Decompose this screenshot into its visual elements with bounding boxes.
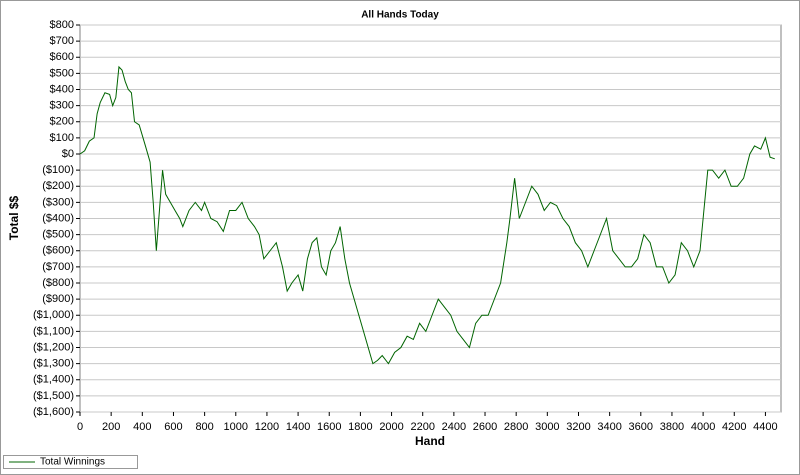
y-tick-label: ($200) — [42, 180, 74, 192]
x-tick-label: 2000 — [379, 421, 403, 433]
x-tick-label: 1200 — [255, 421, 279, 433]
x-tick-label: 2200 — [410, 421, 434, 433]
y-tick-label: $800 — [50, 19, 74, 31]
x-tick-label: 1800 — [348, 421, 372, 433]
y-tick-label: ($300) — [42, 196, 74, 208]
chart-title: All Hands Today — [361, 10, 439, 21]
x-tick-label: 400 — [133, 421, 151, 433]
y-tick-label: $200 — [50, 116, 74, 128]
y-tick-label: $100 — [50, 132, 74, 144]
y-tick-label: $700 — [50, 35, 74, 47]
y-tick-label: $500 — [50, 67, 74, 79]
y-axis-title: Total $$ — [7, 195, 21, 240]
x-tick-label: 1000 — [224, 421, 248, 433]
y-tick-label: $600 — [50, 51, 74, 63]
legend: Total Winnings — [3, 455, 138, 469]
x-tick-label: 0 — [77, 421, 83, 433]
x-tick-label: 2600 — [473, 421, 497, 433]
y-tick-label: ($700) — [42, 261, 74, 273]
legend-label: Total Winnings — [40, 457, 105, 468]
y-tick-label: ($1,200) — [33, 341, 74, 353]
data-line — [79, 65, 775, 365]
y-tick-label: ($900) — [42, 293, 74, 305]
x-tick-label: 2400 — [442, 421, 466, 433]
x-tick-label: 200 — [102, 421, 120, 433]
y-tick-label: ($600) — [42, 245, 74, 257]
y-tick-label: ($1,000) — [33, 309, 74, 321]
y-tick-label: $300 — [50, 100, 74, 112]
x-tick-label: 2800 — [504, 421, 528, 433]
x-tick-label: 3600 — [629, 421, 653, 433]
x-tick-label: 4000 — [691, 421, 715, 433]
y-tick-label: ($1,500) — [33, 390, 74, 402]
y-tick-label: ($500) — [42, 229, 74, 241]
x-tick-label: 4200 — [722, 421, 746, 433]
y-tick-label: $400 — [50, 83, 74, 95]
x-tick-label: 3000 — [535, 421, 559, 433]
y-tick-label: ($100) — [42, 164, 74, 176]
y-tick-label: ($1,300) — [33, 358, 74, 370]
legend-box — [3, 455, 138, 469]
y-tick-label: ($800) — [42, 277, 74, 289]
y-tick-label: $0 — [62, 148, 74, 160]
x-tick-label: 3800 — [660, 421, 684, 433]
y-tick-label: ($1,600) — [33, 406, 74, 418]
x-tick-label: 600 — [164, 421, 182, 433]
x-tick-label: 3400 — [597, 421, 621, 433]
y-tick-label: ($1,100) — [33, 325, 74, 337]
x-tick-label: 3200 — [566, 421, 590, 433]
x-tick-label: 1600 — [317, 421, 341, 433]
y-tick-label: ($1,400) — [33, 374, 74, 386]
x-axis-title: Hand — [415, 434, 445, 448]
x-tick-label: 1400 — [286, 421, 310, 433]
x-tick-label: 4400 — [753, 421, 777, 433]
x-tick-label: 800 — [195, 421, 213, 433]
y-tick-label: ($400) — [42, 212, 74, 224]
